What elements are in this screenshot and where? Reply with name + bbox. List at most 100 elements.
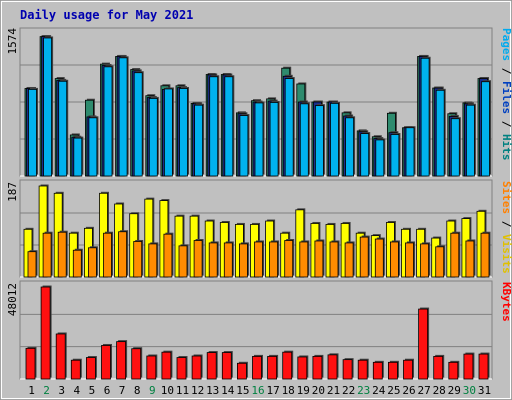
panel-bottom-grid [20, 313, 492, 348]
chart-title: Daily usage for May 2021 [20, 8, 193, 22]
bar-sites-day-8 [133, 241, 143, 278]
legend-pages: Pages [500, 28, 512, 61]
x-tick-label-day-12: 12 [191, 384, 204, 397]
bar-kbytes-day-4 [70, 359, 81, 380]
bar-kbytes-day-18 [282, 351, 293, 380]
bar-kbytes-day-21 [327, 354, 338, 380]
bar-pages-day-24 [375, 139, 385, 177]
bar-pages-day-28 [435, 89, 445, 177]
bar-kbytes-day-14 [221, 352, 232, 380]
bar-sites-day-10 [163, 233, 173, 278]
x-tick-label-day-29: 29 [448, 384, 461, 397]
x-tick-label-day-4: 4 [73, 384, 80, 397]
bar-sites-day-30 [465, 240, 475, 278]
panel-middle-ymax-label: 187 [6, 182, 19, 202]
legend-separator: / [500, 114, 512, 134]
legend-sites: Sites [500, 181, 512, 214]
x-tick-label-day-7: 7 [119, 384, 126, 397]
x-tick-label-day-2: 2 [43, 384, 50, 397]
bar-sites-day-22 [344, 242, 354, 278]
x-tick-label-day-8: 8 [134, 384, 141, 397]
bar-pages-day-4 [73, 137, 83, 177]
bar-sites-day-2 [42, 232, 52, 278]
legend-visits: Visits [500, 234, 512, 274]
bar-kbytes-day-22 [342, 359, 353, 380]
bar-sites-day-13 [208, 242, 218, 278]
bar-kbytes-day-3 [55, 333, 66, 380]
bar-kbytes-day-19 [297, 356, 308, 380]
bar-kbytes-day-15 [236, 362, 247, 380]
x-tick-label-day-5: 5 [89, 384, 96, 397]
bar-pages-day-7 [118, 57, 128, 177]
x-tick-label-day-31: 31 [478, 384, 491, 397]
bar-kbytes-day-24 [372, 361, 383, 380]
bar-pages-day-8 [133, 72, 143, 177]
x-tick-label-day-13: 13 [206, 384, 219, 397]
bar-pages-day-15 [239, 115, 249, 177]
x-tick-label-day-19: 19 [297, 384, 310, 397]
panel-bottom-legend: KBytes [500, 282, 512, 322]
bar-sites-day-1 [27, 251, 37, 278]
bar-sites-day-28 [435, 246, 445, 278]
bar-sites-day-24 [374, 238, 384, 278]
bar-pages-day-22 [345, 117, 355, 177]
panel-bottom: 48012 KBytes [6, 280, 512, 380]
bar-pages-day-13 [209, 76, 219, 177]
bar-kbytes-day-10 [161, 351, 172, 380]
bar-kbytes-day-25 [387, 361, 398, 380]
bar-pages-day-26 [405, 127, 415, 177]
bar-pages-day-6 [103, 66, 113, 177]
bar-kbytes-day-30 [463, 353, 474, 380]
panel-middle: 187 Sites / Visits [6, 179, 512, 278]
x-tick-label-day-1: 1 [28, 384, 35, 397]
x-tick-label-day-24: 24 [372, 384, 386, 397]
bar-sites-day-31 [480, 232, 490, 278]
bar-kbytes-day-1 [25, 347, 36, 380]
bar-kbytes-day-26 [403, 359, 413, 380]
bar-pages-day-12 [194, 104, 204, 177]
legend-separator: / [500, 214, 512, 234]
panel-bottom-bars [25, 285, 490, 380]
bar-kbytes-day-11 [176, 357, 187, 380]
bar-sites-day-29 [450, 232, 460, 278]
bar-sites-day-20 [314, 240, 324, 278]
bar-pages-day-11 [179, 88, 188, 177]
bar-pages-day-21 [330, 102, 339, 177]
legend-files: Files [500, 81, 512, 114]
legend-hits: Hits [500, 134, 512, 161]
bar-pages-day-31 [481, 81, 490, 177]
bar-pages-day-5 [88, 117, 98, 177]
bar-sites-day-15 [238, 243, 248, 278]
bar-kbytes-day-9 [146, 355, 157, 380]
bar-pages-day-9 [148, 98, 158, 177]
panel-top-legend: Pages / Files / Hits [500, 28, 512, 161]
bar-pages-day-2 [43, 37, 52, 177]
x-tick-label-day-18: 18 [282, 384, 295, 397]
bar-pages-day-1 [28, 88, 37, 177]
bar-pages-day-16 [254, 102, 264, 177]
x-tick-label-day-21: 21 [327, 384, 340, 397]
legend-kbytes: KBytes [500, 282, 512, 322]
bar-sites-day-12 [193, 240, 203, 278]
bar-kbytes-day-27 [418, 308, 429, 380]
bar-sites-day-21 [329, 241, 339, 278]
bar-sites-day-14 [223, 242, 233, 278]
x-tick-label-day-20: 20 [312, 384, 325, 397]
panel-top-bars [24, 35, 491, 177]
legend-separator: / [500, 61, 512, 81]
bar-kbytes-day-23 [357, 359, 368, 380]
bar-kbytes-day-16 [252, 355, 262, 380]
bar-sites-day-6 [103, 232, 112, 278]
bar-pages-day-10 [163, 88, 173, 177]
x-tick-label-day-3: 3 [58, 384, 65, 397]
x-tick-label-day-28: 28 [433, 384, 446, 397]
bar-pages-day-30 [465, 104, 475, 177]
bar-pages-day-29 [450, 118, 460, 177]
bar-sites-day-26 [405, 242, 414, 278]
bar-kbytes-day-7 [116, 341, 126, 380]
bar-kbytes-day-29 [448, 361, 459, 380]
bar-kbytes-day-12 [191, 355, 202, 380]
bar-sites-day-19 [299, 241, 309, 278]
bar-sites-day-4 [72, 249, 82, 278]
bar-kbytes-day-20 [312, 355, 323, 380]
